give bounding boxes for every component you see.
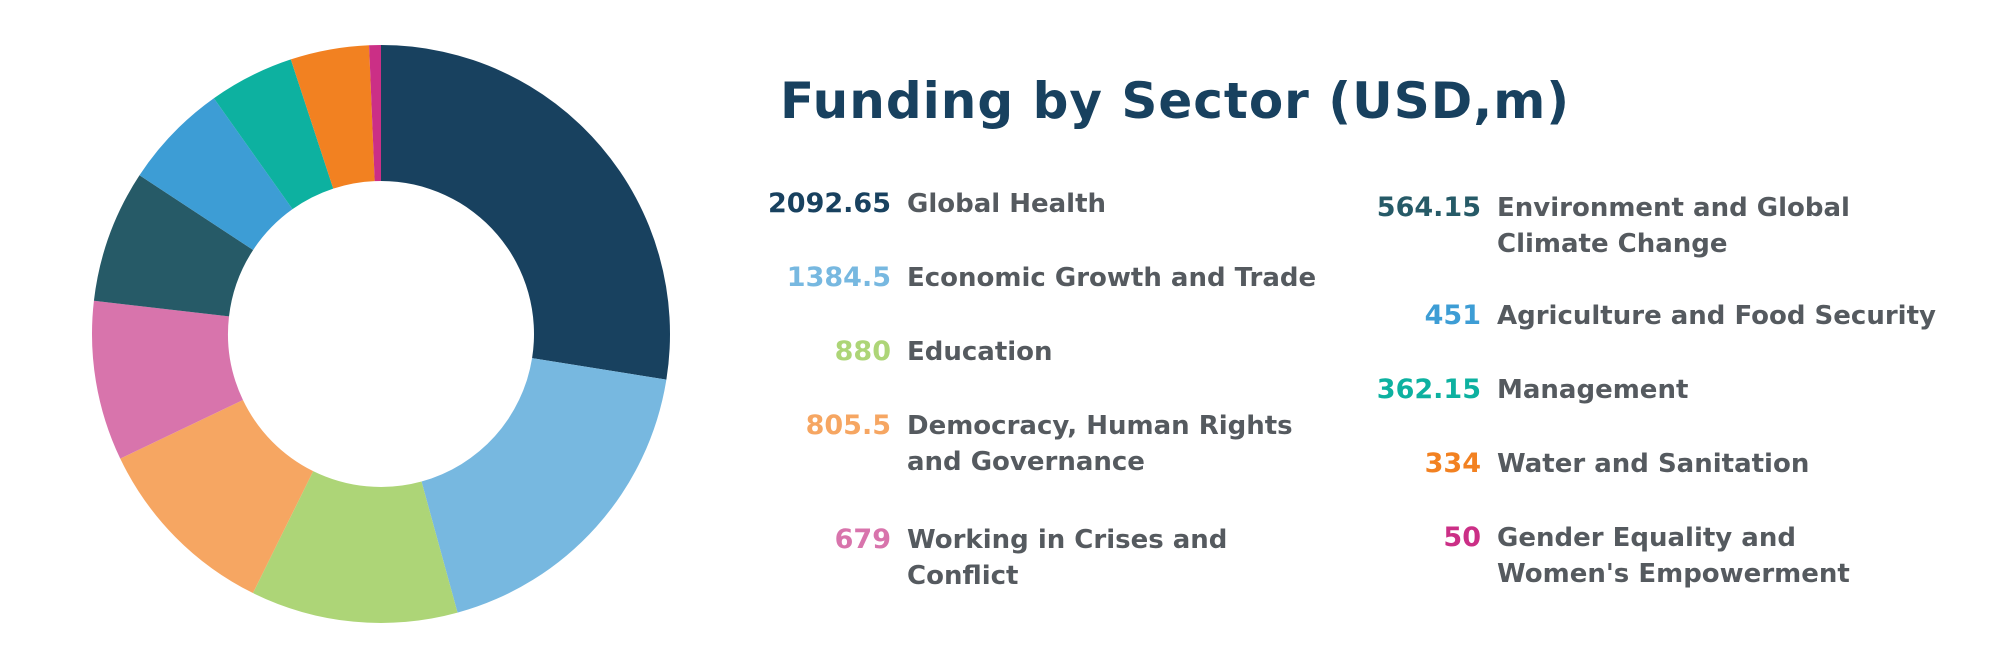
- legend-value: 805.5: [805, 410, 891, 441]
- legend-label: Democracy, Human Rights and Governance: [907, 411, 1293, 477]
- legend-value: 334: [1424, 448, 1481, 479]
- donut-slice-5[interactable]: [91, 300, 243, 459]
- legend-value: 880: [834, 336, 891, 367]
- legend-item: 451 Agriculture and Food Security: [1351, 298, 1937, 334]
- legend-label: Gender Equality and Women's Empowerment: [1497, 523, 1850, 589]
- donut-slice-6[interactable]: [93, 175, 254, 317]
- legend-value: 50: [1443, 522, 1481, 553]
- legend-value: 1384.5: [786, 262, 891, 293]
- legend-label: Education: [907, 337, 1053, 367]
- legend-item: 334 Water and Sanitation: [1351, 446, 1937, 482]
- legend-item: 2092.65 Global Health: [761, 186, 1237, 222]
- chart-title: Funding by Sector (USD,m): [780, 72, 1571, 130]
- donut-slice-9[interactable]: [290, 45, 375, 189]
- legend-label: Agriculture and Food Security: [1497, 301, 1936, 331]
- legend-item: 50 Gender Equality and Women's Empowermen…: [1351, 520, 1937, 592]
- legend-item: 679 Working in Crises and Conflict: [761, 522, 1337, 594]
- legend-item: 564.15 Environment and Global Climate Cha…: [1351, 190, 1937, 262]
- donut-slice-1[interactable]: [381, 45, 671, 380]
- legend-label: Economic Growth and Trade: [907, 263, 1317, 293]
- legend-value: 362.15: [1376, 374, 1481, 405]
- legend-value: 2092.65: [768, 188, 891, 219]
- legend-item: 362.15 Management: [1351, 372, 1937, 408]
- legend-item: 1384.5 Economic Growth and Trade: [761, 260, 1327, 296]
- legend-value: 564.15: [1376, 192, 1481, 223]
- legend-label: Water and Sanitation: [1497, 449, 1810, 479]
- donut-slice-8[interactable]: [213, 59, 334, 210]
- legend-item: 805.5 Democracy, Human Rights and Governa…: [761, 408, 1337, 480]
- legend-label: Global Health: [907, 189, 1107, 219]
- legend-item: 880 Education: [761, 334, 1327, 370]
- legend-label: Environment and Global Climate Change: [1497, 193, 1850, 259]
- legend-label: Management: [1497, 375, 1689, 405]
- donut-slice-10[interactable]: [369, 45, 381, 182]
- legend-value: 679: [834, 524, 891, 555]
- donut-slice-4[interactable]: [120, 399, 314, 594]
- legend-label: Working in Crises and Conflict: [907, 525, 1228, 591]
- donut-slice-2[interactable]: [421, 358, 667, 613]
- donut-slice-3[interactable]: [252, 471, 458, 623]
- donut-chart: [91, 45, 671, 623]
- legend-value: 451: [1424, 300, 1481, 331]
- donut-slice-7[interactable]: [139, 98, 293, 250]
